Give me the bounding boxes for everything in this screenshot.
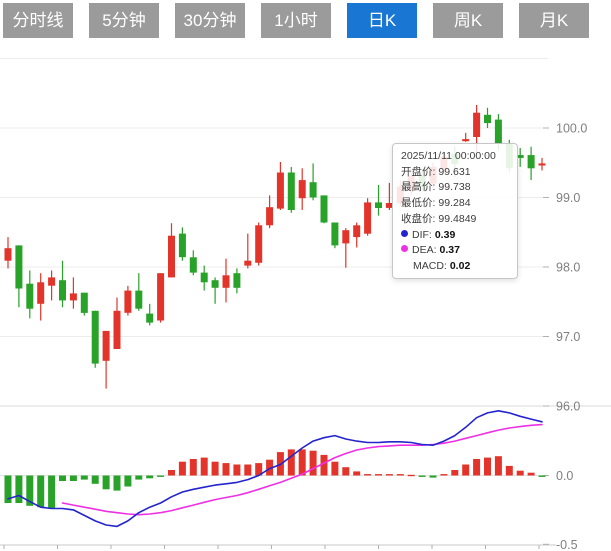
tooltip-close-row: 收盘价: 99.4849 <box>401 212 509 228</box>
tab-daily-k[interactable]: 日K <box>347 3 417 38</box>
ohlc-tooltip: 2025/11/11 00:00:00 开盘价: 99.631 最高价: 99.73… <box>392 143 518 279</box>
high-label: 最高价: <box>401 181 436 194</box>
high-value: 99.738 <box>438 181 471 194</box>
svg-text:0.0: 0.0 <box>556 469 573 483</box>
tooltip-low-row: 最低价: 99.284 <box>401 196 509 212</box>
tooltip-dea-row: DEA: 0.37 <box>401 243 509 259</box>
dif-label: DIF: <box>412 228 432 241</box>
macd-value: 0.02 <box>449 259 471 272</box>
macd-label: MACD: <box>413 259 447 272</box>
svg-text:-0.5: -0.5 <box>556 538 578 551</box>
low-label: 最低价: <box>401 197 436 210</box>
tooltip-macd-row: MACD: 0.02 <box>401 259 509 275</box>
svg-text:96.0: 96.0 <box>556 400 580 414</box>
close-value: 99.4849 <box>438 212 477 225</box>
tab-30min[interactable]: 30分钟 <box>175 3 245 38</box>
svg-text:98.0: 98.0 <box>556 261 580 275</box>
dif-value: 0.39 <box>434 228 456 241</box>
open-value: 99.631 <box>438 165 471 178</box>
tooltip-datetime: 2025/11/11 00:00:00 <box>401 150 496 162</box>
tooltip-high-row: 最高价: 99.738 <box>401 180 509 196</box>
svg-text:100.0: 100.0 <box>556 122 587 136</box>
dea-value: 0.37 <box>439 244 460 257</box>
dea-label: DEA: <box>412 244 437 257</box>
tab-monthly-k[interactable]: 月K <box>519 3 589 38</box>
macd-histogram <box>4 449 546 509</box>
svg-text:97.0: 97.0 <box>556 330 580 344</box>
dea-dot-icon <box>401 245 408 253</box>
open-label: 开盘价: <box>401 165 436 178</box>
svg-text:99.0: 99.0 <box>556 191 580 205</box>
dea-line <box>61 423 543 516</box>
axis-ticks <box>3 127 549 549</box>
interval-toolbar: 分时线 5分钟 30分钟 1小时 日K 周K 月K <box>0 0 611 42</box>
dif-line <box>7 410 543 528</box>
dif-dot-icon <box>401 229 408 237</box>
tab-minute-line[interactable]: 分时线 <box>3 3 73 38</box>
tooltip-dif-row: DIF: 0.39 <box>401 228 509 244</box>
axis-labels: 100.0 99.0 98.0 97.0 96.0 0.0 -0.5 <box>556 122 587 551</box>
panel-separators <box>0 405 611 546</box>
tab-1hour[interactable]: 1小时 <box>261 3 331 38</box>
tab-5min[interactable]: 5分钟 <box>89 3 159 38</box>
low-value: 99.284 <box>438 197 471 210</box>
tab-weekly-k[interactable]: 周K <box>433 3 503 38</box>
tooltip-open-row: 开盘价: 99.631 <box>401 165 509 181</box>
candles-group <box>4 105 546 389</box>
close-label: 收盘价: <box>401 212 436 225</box>
